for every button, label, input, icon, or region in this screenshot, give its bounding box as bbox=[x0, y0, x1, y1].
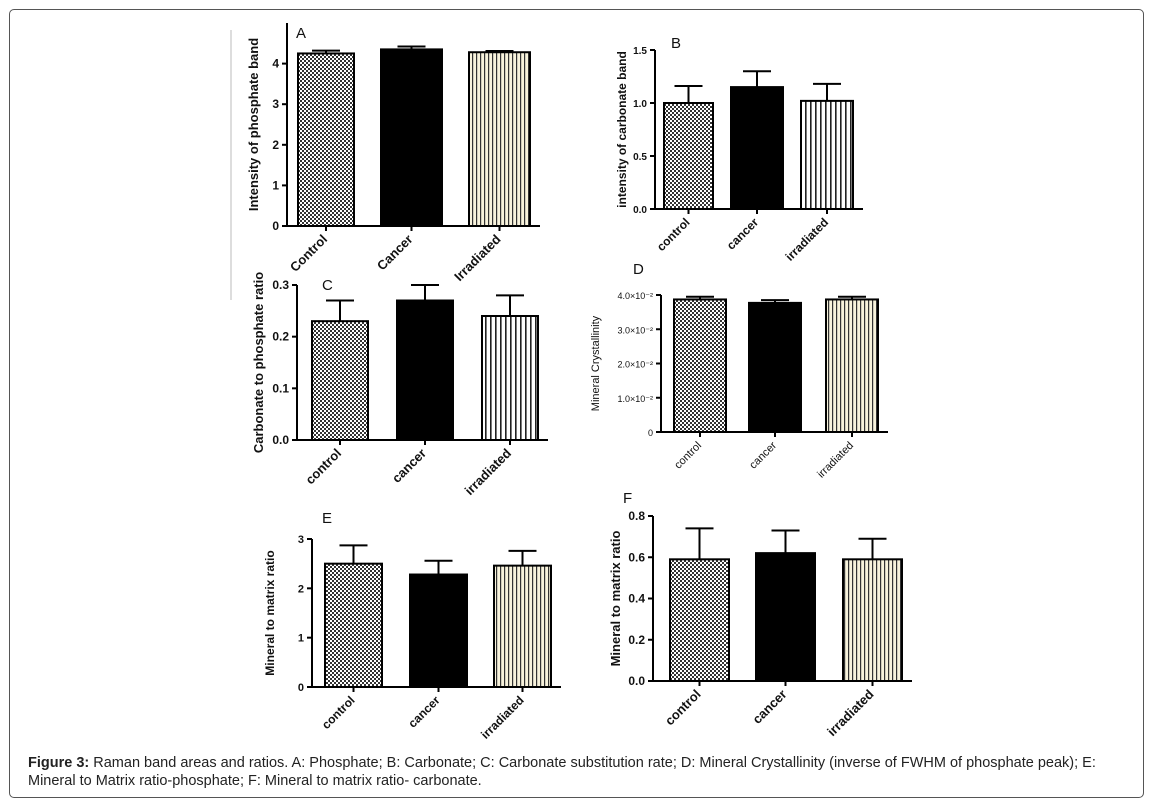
y-tick-label: 2 bbox=[298, 583, 304, 595]
y-axis-label: Mineral to matrix ratio bbox=[263, 550, 277, 675]
y-tick-label: 0.4 bbox=[628, 592, 645, 606]
y-tick-label: 1 bbox=[298, 633, 304, 645]
x-tick-label: irradiated bbox=[783, 215, 832, 264]
bar-irradiated bbox=[842, 558, 903, 682]
bar-cancer bbox=[380, 48, 443, 227]
x-tick-label: irradiated bbox=[815, 440, 856, 481]
y-tick-label: 2 bbox=[272, 138, 279, 152]
bar-cancer bbox=[396, 299, 454, 441]
x-tick-label: cancer bbox=[749, 687, 789, 727]
y-tick-label: 0.3 bbox=[272, 278, 289, 292]
panel-label: B bbox=[671, 35, 681, 52]
y-tick-label: 0 bbox=[272, 219, 279, 233]
y-tick-label: 4 bbox=[272, 57, 279, 71]
x-tick-label: Cancer bbox=[374, 232, 416, 274]
bar-control bbox=[673, 298, 727, 434]
y-axis-label: Carbonate to phosphate ratio bbox=[251, 272, 266, 453]
panel-label: C bbox=[322, 277, 333, 294]
x-tick-label: cancer bbox=[405, 693, 442, 730]
bar-control bbox=[297, 52, 355, 228]
caption-label: Figure 3: bbox=[28, 755, 90, 771]
y-tick-label: 3 bbox=[298, 534, 304, 546]
bar-irradiated bbox=[493, 564, 552, 689]
x-tick-label: control bbox=[662, 687, 704, 729]
x-tick-label: irradiated bbox=[824, 686, 877, 739]
bar-control bbox=[311, 320, 369, 441]
x-tick-label: cancer bbox=[389, 446, 429, 486]
x-tick-label: control bbox=[319, 693, 358, 732]
x-tick-label: control bbox=[302, 446, 344, 488]
y-axis-label: Mineral to matrix ratio bbox=[608, 531, 623, 667]
y-tick-label: 0.1 bbox=[272, 381, 289, 395]
y-axis-label: intensity of carbonate band bbox=[615, 51, 629, 208]
bar-cancer bbox=[730, 86, 784, 210]
panel-label: A bbox=[296, 25, 306, 42]
bar-irradiated bbox=[468, 51, 531, 228]
x-tick-label: cancer bbox=[724, 215, 761, 252]
x-tick-label: irradiated bbox=[462, 445, 515, 498]
y-tick-label: 3.0×10⁻² bbox=[617, 325, 653, 335]
y-tick-label: 0.2 bbox=[628, 633, 645, 647]
y-tick-label: 3 bbox=[272, 97, 279, 111]
bar-control bbox=[324, 562, 383, 689]
y-tick-label: 0.6 bbox=[628, 550, 645, 564]
y-tick-label: 4.0×10⁻² bbox=[617, 291, 653, 301]
bar-control bbox=[663, 102, 714, 210]
y-tick-label: 1.0×10⁻² bbox=[617, 394, 653, 404]
y-tick-label: 2.0×10⁻² bbox=[617, 360, 653, 370]
y-axis-label: Mineral Crystallinity bbox=[590, 315, 602, 411]
bar-irradiated bbox=[825, 298, 879, 434]
y-tick-label: 0 bbox=[648, 428, 653, 438]
x-tick-label: control bbox=[654, 215, 693, 254]
panel-a: A Control Cancer Irradiated 0 1 2 3 4 Intensity o… bbox=[246, 23, 540, 284]
x-tick-label: control bbox=[672, 440, 704, 472]
bar-irradiated bbox=[481, 315, 539, 441]
figure-caption: Figure 3: Raman band areas and ratios. A… bbox=[28, 754, 1138, 790]
bar-cancer bbox=[409, 573, 468, 689]
x-tick-label: irradiated bbox=[478, 693, 527, 742]
y-tick-label: 1.5 bbox=[633, 46, 647, 57]
y-axis-label: Intensity of phosphate band bbox=[246, 38, 261, 211]
bar-control bbox=[669, 558, 730, 682]
panel-label: F bbox=[623, 490, 632, 507]
y-tick-label: 1 bbox=[272, 178, 279, 192]
y-tick-label: 0.0 bbox=[633, 205, 647, 216]
bar-irradiated bbox=[800, 99, 854, 210]
x-tick-label: Irradiated bbox=[451, 231, 504, 284]
panel-label: E bbox=[322, 510, 332, 527]
y-tick-label: 0.8 bbox=[628, 509, 645, 523]
y-tick-label: 0.5 bbox=[633, 152, 647, 163]
caption-text: Raman band areas and ratios. A: Phosphat… bbox=[28, 755, 1096, 789]
panel-label: D bbox=[633, 261, 644, 278]
y-tick-label: 0 bbox=[298, 682, 304, 694]
x-tick-label: cancer bbox=[747, 439, 779, 471]
figure-frame bbox=[9, 9, 1144, 798]
y-tick-label: 1.0 bbox=[633, 99, 647, 110]
bar-cancer bbox=[755, 552, 816, 682]
x-tick-label: Control bbox=[287, 232, 330, 275]
y-tick-label: 0.2 bbox=[272, 330, 289, 344]
bar-cancer bbox=[748, 301, 802, 433]
y-tick-label: 0.0 bbox=[272, 433, 289, 447]
y-tick-label: 0.0 bbox=[628, 674, 645, 688]
